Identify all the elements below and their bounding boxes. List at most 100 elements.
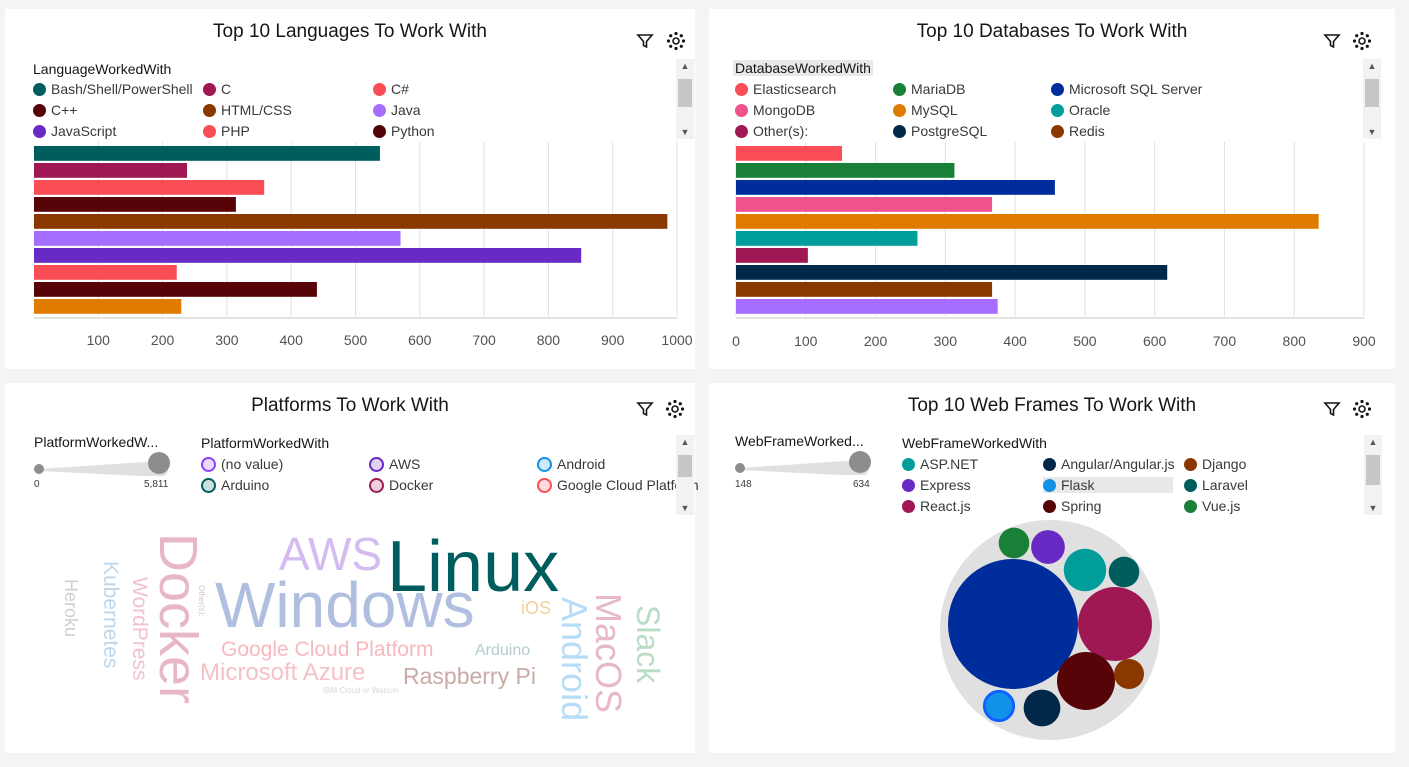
word-cloud-word[interactable]: Heroku (61, 579, 81, 638)
legend-item[interactable]: Other(s): (735, 123, 808, 139)
legend-item[interactable]: Angular/Angular.js (1043, 456, 1175, 472)
word-cloud-word[interactable]: Android (554, 597, 595, 722)
platforms-legend-scrollbar[interactable]: ▲ ▼ (676, 435, 694, 515)
legend-item[interactable]: HTML/CSS (203, 102, 292, 118)
legend-item[interactable]: Express (902, 477, 971, 493)
word-cloud-word[interactable]: Google Cloud Platform (221, 638, 434, 661)
scroll-down-icon[interactable]: ▼ (680, 503, 690, 513)
word-cloud-word[interactable]: Arduino (475, 642, 531, 659)
bar[interactable] (736, 299, 998, 314)
bar[interactable] (736, 265, 1168, 280)
bar[interactable] (34, 163, 188, 178)
legend-item[interactable]: Microsoft SQL Server (1051, 81, 1202, 97)
webframes-legend-scrollbar[interactable]: ▲ ▼ (1364, 435, 1382, 515)
word-cloud-word[interactable]: Raspberry Pi (403, 663, 536, 689)
bubble[interactable] (1063, 548, 1107, 592)
settings-icon[interactable] (1352, 399, 1372, 419)
legend-item[interactable]: MariaDB (893, 81, 965, 97)
word-cloud-word[interactable]: AWS (279, 528, 383, 580)
scroll-down-icon[interactable]: ▼ (1367, 127, 1377, 137)
legend-item[interactable]: AWS (369, 456, 420, 472)
filter-icon[interactable] (635, 31, 655, 51)
legend-item[interactable]: (no value) (201, 456, 283, 472)
platforms-size-slider[interactable] (34, 452, 174, 477)
languages-legend-scrollbar[interactable]: ▲ ▼ (676, 59, 694, 139)
filter-icon[interactable] (635, 399, 655, 419)
bar[interactable] (736, 248, 808, 263)
legend-item[interactable]: Python (373, 123, 435, 139)
bubble[interactable] (1108, 556, 1140, 588)
legend-item[interactable]: C (203, 81, 231, 97)
word-cloud-word[interactable]: MacOS (588, 593, 629, 714)
scroll-thumb[interactable] (678, 455, 692, 477)
scroll-up-icon[interactable]: ▲ (680, 437, 690, 447)
legend-item[interactable]: Java (373, 102, 421, 118)
scroll-thumb[interactable] (1365, 79, 1379, 107)
legend-item[interactable]: Vue.js (1184, 498, 1240, 514)
legend-item[interactable]: Redis (1051, 123, 1105, 139)
bar[interactable] (34, 146, 380, 161)
bar[interactable] (736, 214, 1319, 229)
databases-legend-scrollbar[interactable]: ▲ ▼ (1363, 59, 1381, 139)
bar[interactable] (34, 231, 401, 246)
legend-item[interactable]: MongoDB (735, 102, 815, 118)
legend-item[interactable]: Spring (1043, 498, 1101, 514)
legend-item[interactable]: PostgreSQL (893, 123, 987, 139)
bar[interactable] (34, 248, 582, 263)
legend-item[interactable]: ASP.NET (902, 456, 978, 472)
scroll-thumb[interactable] (678, 79, 692, 107)
scroll-thumb[interactable] (1366, 455, 1380, 485)
bar[interactable] (34, 282, 317, 297)
word-cloud-word[interactable]: Docker (148, 533, 208, 705)
word-cloud-word[interactable]: WordPress (128, 577, 151, 681)
legend-item[interactable]: Django (1184, 456, 1246, 472)
bar[interactable] (34, 299, 182, 314)
bar[interactable] (736, 146, 843, 161)
word-cloud-word[interactable]: Kubernetes (99, 561, 122, 669)
bubble[interactable] (948, 559, 1078, 689)
legend-item[interactable]: Android (537, 456, 605, 472)
legend-item[interactable]: Arduino (201, 477, 269, 493)
legend-item[interactable]: JavaScript (33, 123, 116, 139)
word-cloud-word[interactable]: iOS (521, 598, 552, 618)
word-cloud-word[interactable]: Microsoft Azure (200, 659, 366, 686)
slider-track[interactable] (34, 452, 174, 477)
scroll-up-icon[interactable]: ▲ (680, 61, 690, 71)
bar[interactable] (736, 231, 918, 246)
bubble[interactable] (1114, 659, 1144, 689)
bubble[interactable] (1056, 651, 1116, 711)
legend-item[interactable]: C# (373, 81, 409, 97)
bubble[interactable] (982, 689, 1016, 723)
legend-item[interactable]: Docker (369, 477, 433, 493)
legend-item[interactable]: Bash/Shell/PowerShell (33, 81, 193, 97)
bar[interactable] (736, 163, 955, 178)
legend-item[interactable]: Elasticsearch (735, 81, 836, 97)
legend-item[interactable]: Laravel (1184, 477, 1248, 493)
bar[interactable] (34, 197, 236, 212)
word-cloud-word[interactable]: Slack (630, 605, 666, 684)
bar[interactable] (736, 197, 993, 212)
word-cloud-word[interactable]: Linux (387, 527, 560, 607)
filter-icon[interactable] (1322, 31, 1342, 51)
scroll-down-icon[interactable]: ▼ (1368, 503, 1378, 513)
bubble[interactable] (1031, 530, 1065, 564)
scroll-up-icon[interactable]: ▲ (1368, 437, 1378, 447)
settings-icon[interactable] (1352, 31, 1372, 51)
legend-item[interactable]: React.js (902, 498, 971, 514)
bar[interactable] (34, 214, 668, 229)
legend-item[interactable]: MySQL (893, 102, 958, 118)
legend-item[interactable]: Google Cloud Platform (537, 477, 699, 493)
legend-item[interactable]: Oracle (1051, 102, 1110, 118)
word-cloud-word[interactable]: IBM Cloud or Watson (323, 686, 399, 695)
settings-icon[interactable] (666, 31, 686, 51)
word-cloud-word[interactable]: Other(s): (197, 585, 206, 617)
webframes-size-slider[interactable] (735, 451, 875, 476)
bubble[interactable] (998, 527, 1030, 559)
bubble[interactable] (1023, 689, 1061, 727)
legend-item[interactable]: PHP (203, 123, 250, 139)
bar[interactable] (736, 282, 993, 297)
bubble[interactable] (1078, 587, 1152, 661)
slider-track[interactable] (735, 451, 875, 476)
bar[interactable] (34, 265, 177, 280)
word-cloud-word[interactable]: Windows (215, 569, 475, 641)
